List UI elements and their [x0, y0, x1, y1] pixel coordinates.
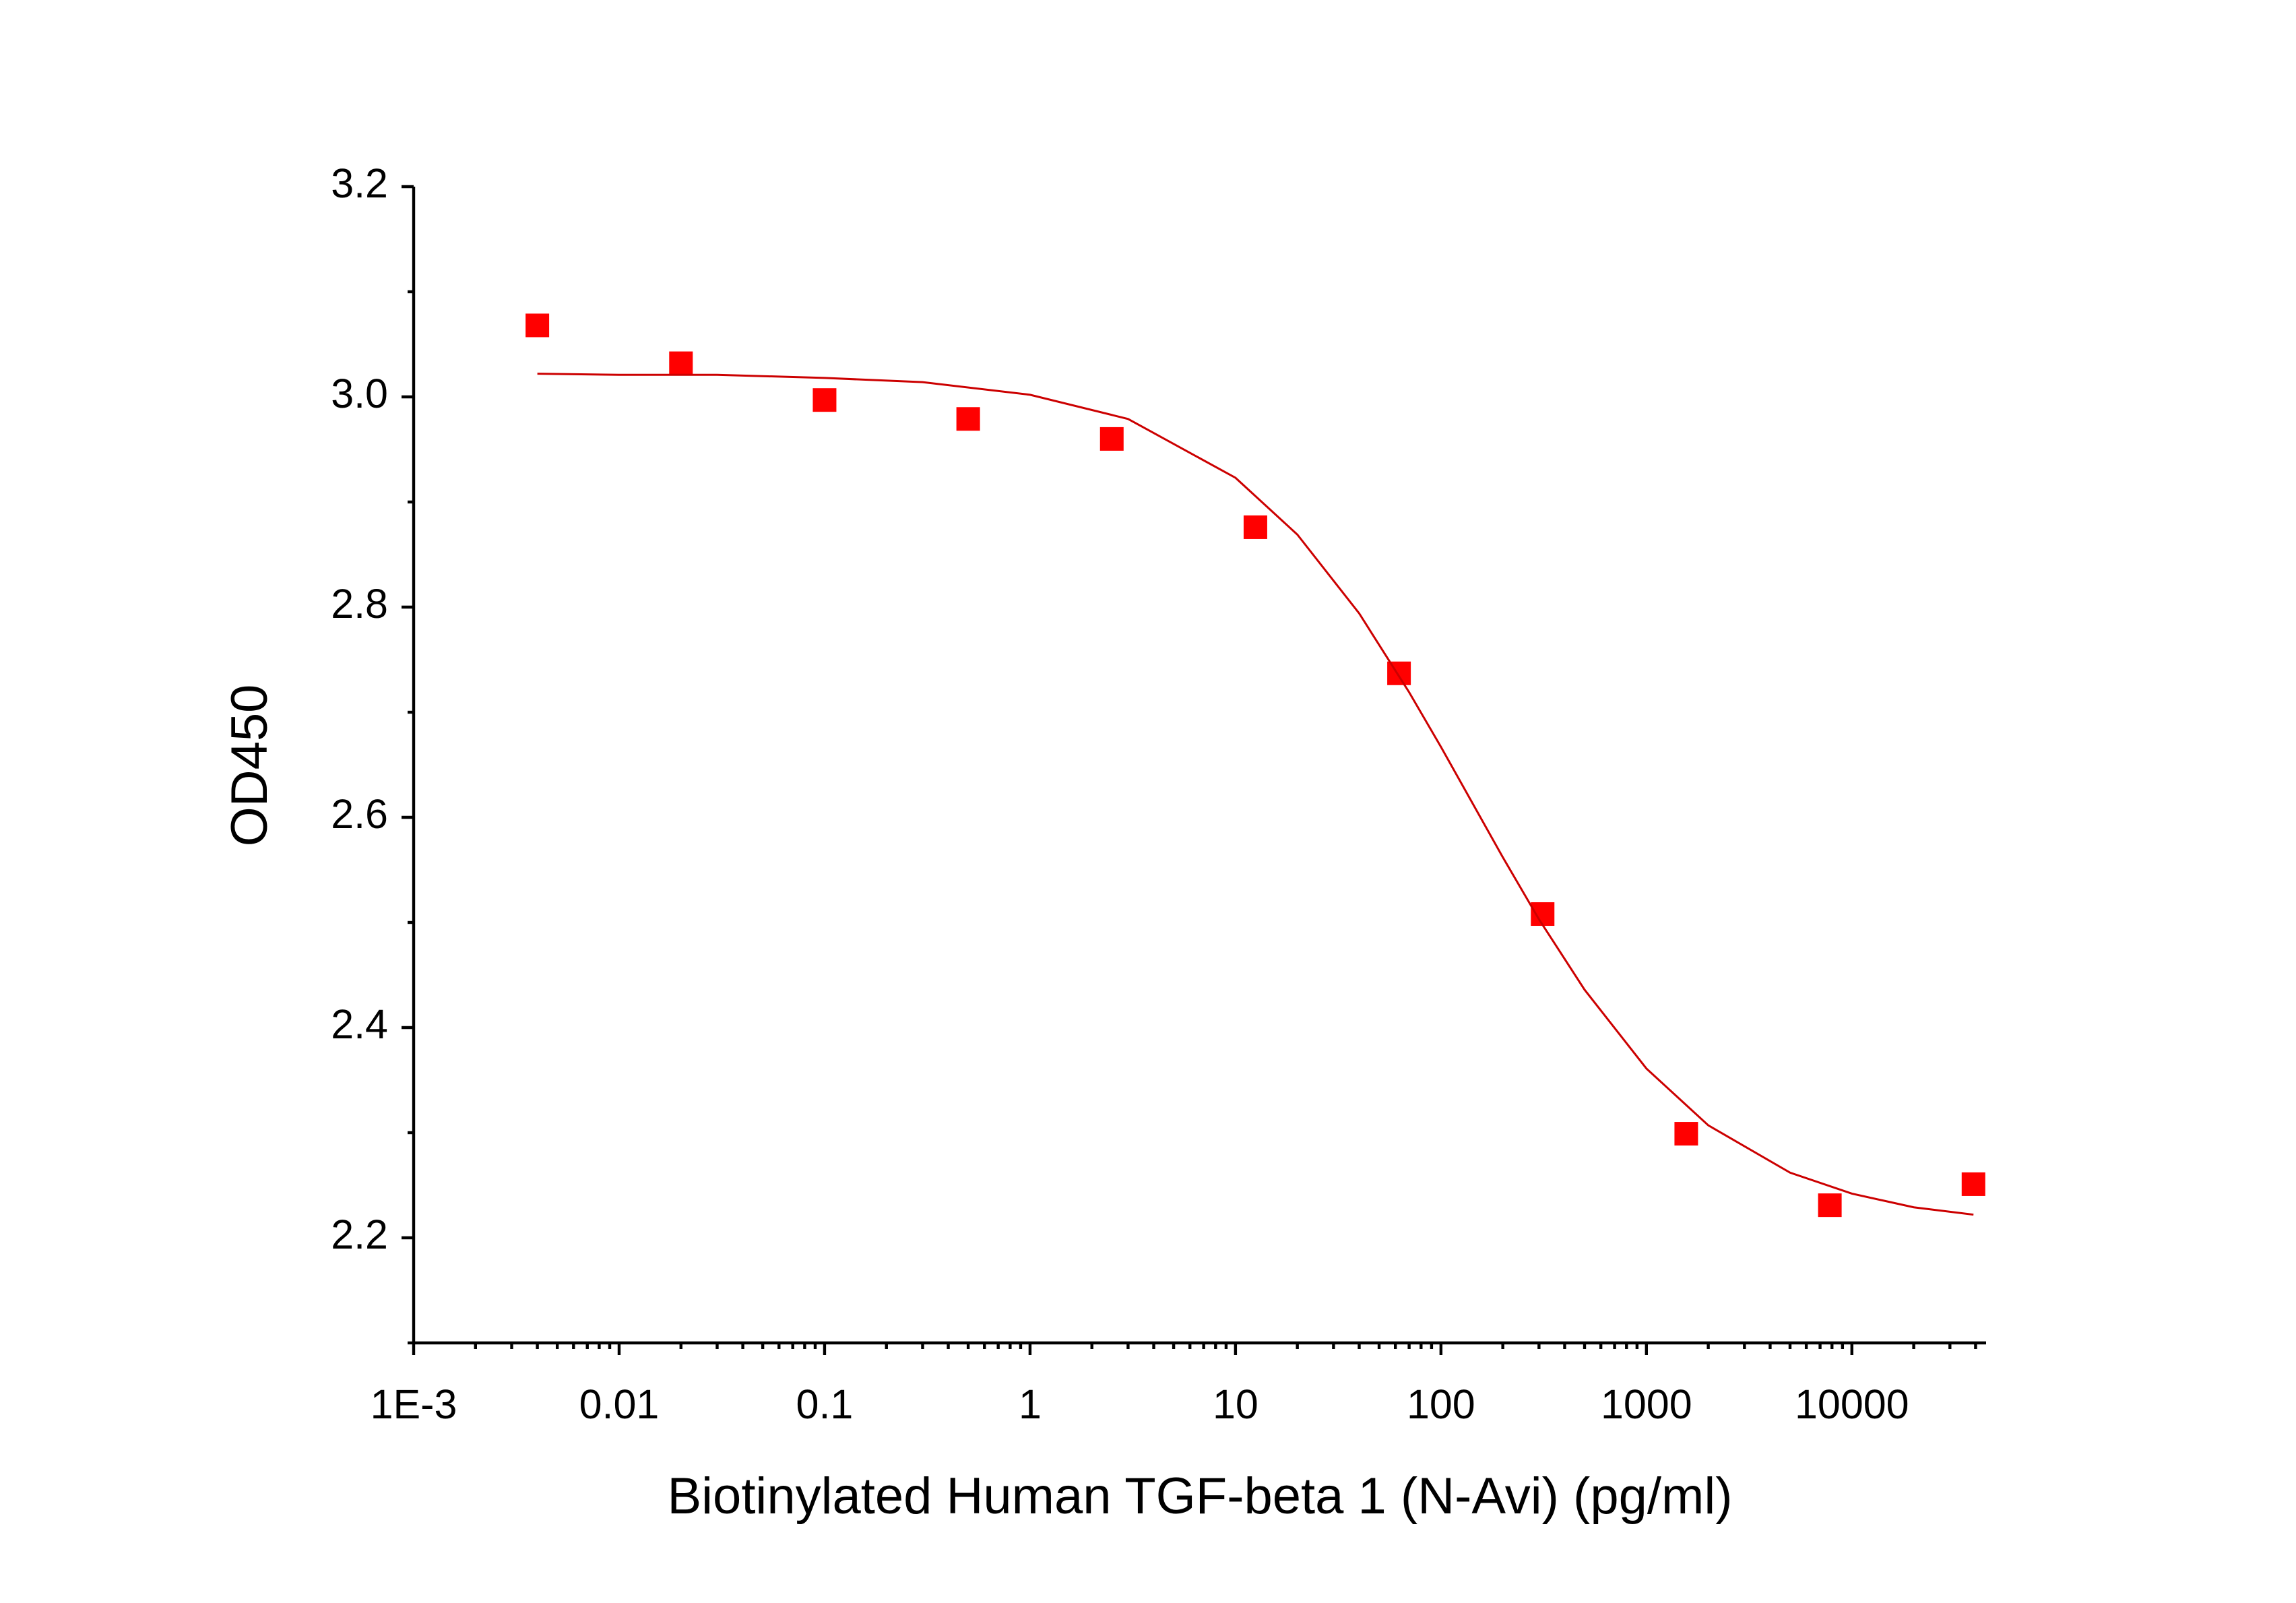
- data-point: [1099, 427, 1124, 451]
- y-tick-label: 2.2: [331, 1212, 388, 1257]
- x-tick-label: 100: [1407, 1381, 1475, 1427]
- x-tick-label: 10: [1213, 1381, 1258, 1427]
- data-point: [1818, 1193, 1842, 1218]
- x-axis-title: Biotinylated Human TGF-beta 1 (N-Avi) (p…: [667, 1468, 1732, 1525]
- data-point: [956, 407, 980, 431]
- data-point: [669, 351, 693, 375]
- data-point: [1243, 515, 1267, 539]
- data-point: [1531, 902, 1555, 926]
- x-tick-label: 1E-3: [371, 1381, 457, 1427]
- x-tick-label: 1: [1019, 1381, 1042, 1427]
- y-tick-label: 3.2: [331, 160, 388, 206]
- y-tick-label: 3.0: [331, 371, 388, 416]
- x-tick-label: 0.1: [796, 1381, 854, 1427]
- data-point: [1961, 1172, 1985, 1196]
- y-tick-label: 2.6: [331, 791, 388, 837]
- x-tick-label: 10000: [1795, 1381, 1909, 1427]
- data-point: [1674, 1122, 1698, 1146]
- fit-curve: [537, 373, 1974, 1216]
- x-tick-label: 1000: [1601, 1381, 1692, 1427]
- x-tick-label: 0.01: [579, 1381, 660, 1427]
- y-tick-label: 2.8: [331, 581, 388, 627]
- y-axis-title: OD450: [221, 685, 278, 847]
- data-point: [812, 388, 837, 412]
- data-point: [525, 313, 550, 338]
- y-tick-label: 2.4: [331, 1001, 388, 1047]
